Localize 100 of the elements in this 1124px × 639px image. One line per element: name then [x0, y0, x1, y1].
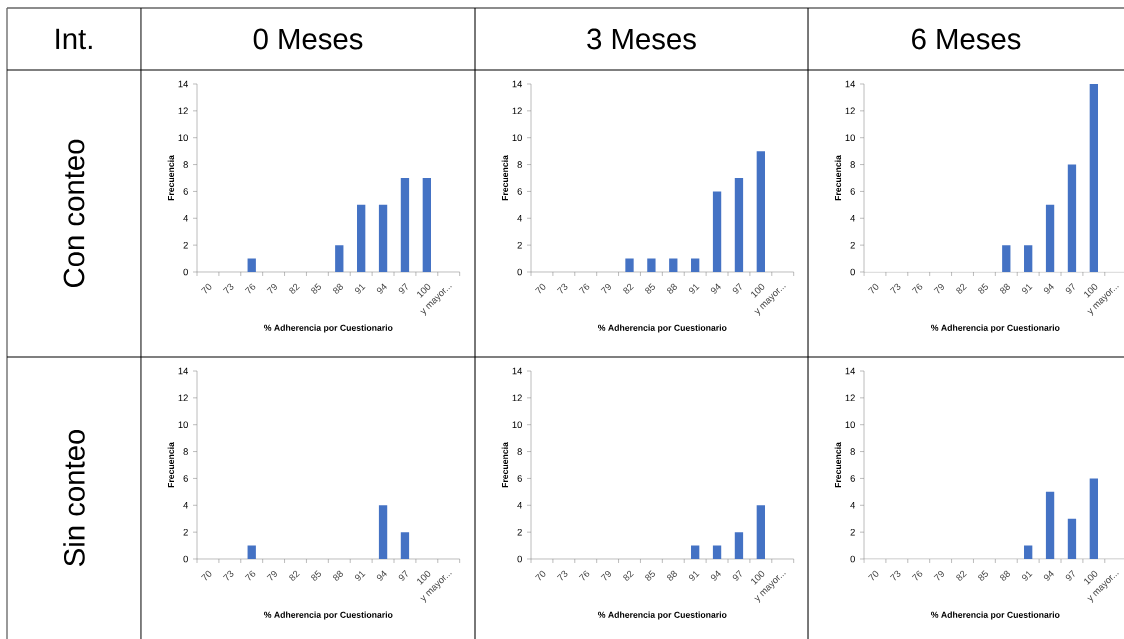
- y-tick-label: 8: [183, 448, 188, 455]
- x-tick-label: 91: [1021, 571, 1033, 581]
- x-axis-title: % Adherencia por Cuestionario: [264, 611, 393, 620]
- y-tick-label: 10: [512, 134, 522, 142]
- y-tick-label: 2: [850, 241, 855, 249]
- y-tick-label: 10: [845, 421, 855, 429]
- x-tick-label: 97: [1065, 570, 1075, 581]
- y-tick-label: 2: [850, 528, 855, 536]
- y-tick-label: 0: [183, 268, 188, 276]
- y-tick-label: 2: [517, 528, 522, 536]
- y-tick-label: 4: [850, 215, 856, 222]
- y-tick-label: 4: [517, 502, 523, 509]
- x-axis-title: % Adherencia por Cuestionario: [931, 324, 1060, 333]
- y-axis-title: Frecuencia: [501, 155, 509, 201]
- x-tick-label: 85: [645, 570, 655, 581]
- x-tick-label: 73: [222, 570, 234, 581]
- y-tick-label: 10: [512, 421, 522, 429]
- bar: [357, 204, 366, 272]
- y-tick-label: 14: [512, 367, 523, 375]
- y-tick-label: 2: [183, 528, 188, 536]
- x-tick-label: 82: [623, 283, 634, 294]
- y-tick-label: 4: [850, 502, 856, 509]
- bar: [712, 191, 722, 272]
- y-tick-label: 10: [845, 134, 855, 142]
- x-tick-label: 79: [266, 283, 277, 294]
- x-tick-label: 70: [868, 283, 879, 294]
- bar: [1089, 84, 1098, 272]
- x-tick-label: 85: [311, 283, 321, 294]
- bar: [400, 177, 410, 272]
- bar: [647, 258, 656, 272]
- y-tick-label: 6: [183, 188, 188, 195]
- y-tick-label: 4: [517, 215, 523, 222]
- bar: [247, 545, 256, 559]
- x-tick-label: 70: [535, 283, 546, 294]
- x-tick-label: 73: [556, 570, 568, 581]
- x-tick-label: 97: [732, 283, 742, 294]
- x-tick-label: 88: [667, 283, 677, 294]
- bar: [1024, 545, 1033, 559]
- y-tick-label: 6: [850, 475, 855, 482]
- x-tick-label: 79: [266, 570, 277, 581]
- bar: [734, 532, 744, 559]
- x-tick-label: 85: [645, 283, 655, 294]
- y-axis-title: Frecuencia: [167, 155, 175, 201]
- bar: [734, 177, 744, 272]
- text: Sin conteo: [63, 429, 85, 566]
- y-tick-label: 10: [178, 134, 188, 142]
- x-tick-label: 82: [623, 570, 634, 581]
- text: Int.: [56, 28, 92, 50]
- x-tick-label: 82: [956, 283, 967, 294]
- x-tick-label: 76: [244, 283, 256, 294]
- x-tick-label: 70: [535, 570, 546, 581]
- y-tick-label: 8: [850, 161, 855, 168]
- y-tick-label: 0: [517, 268, 522, 276]
- y-tick-label: 8: [517, 161, 522, 168]
- y-tick-label: 14: [178, 367, 189, 375]
- x-tick-label: 79: [933, 283, 944, 294]
- bar: [1067, 518, 1077, 559]
- y-axis-title: Frecuencia: [834, 442, 842, 488]
- x-tick-label: 94: [710, 570, 721, 581]
- x-tick-label: 70: [201, 570, 212, 581]
- x-axis-title: % Adherencia por Cuestionario: [598, 611, 727, 620]
- y-axis-title: Frecuencia: [834, 155, 842, 201]
- x-axis-title: % Adherencia por Cuestionario: [931, 611, 1060, 620]
- x-tick-label: 76: [911, 283, 923, 294]
- y-tick-label: 0: [850, 268, 855, 276]
- y-tick-label: 6: [517, 475, 522, 482]
- bar: [247, 258, 256, 272]
- bar: [691, 545, 700, 559]
- y-tick-label: 14: [512, 80, 523, 88]
- bar: [422, 177, 431, 272]
- y-tick-label: 6: [183, 475, 188, 482]
- x-tick-label: 85: [311, 570, 321, 581]
- x-tick-label: 94: [710, 283, 721, 294]
- y-tick-label: 12: [512, 394, 522, 402]
- y-tick-label: 14: [845, 367, 856, 375]
- x-tick-label: 76: [578, 283, 590, 294]
- text: 6 Meses: [912, 28, 1021, 50]
- y-tick-label: 10: [178, 421, 188, 429]
- text: 0 Meses: [253, 28, 363, 50]
- x-tick-label: 76: [578, 570, 590, 581]
- x-tick-label: 82: [289, 283, 300, 294]
- x-tick-label: 76: [244, 570, 256, 581]
- x-tick-label: 70: [868, 570, 879, 581]
- y-tick-label: 2: [183, 241, 188, 249]
- text: Con conteo: [63, 139, 85, 288]
- x-tick-label: 88: [667, 570, 677, 581]
- x-tick-label: 97: [732, 570, 742, 581]
- y-tick-label: 4: [183, 502, 189, 509]
- bar: [691, 258, 700, 272]
- y-tick-label: 12: [845, 107, 855, 115]
- y-tick-label: 4: [183, 215, 189, 222]
- y-tick-label: 0: [850, 555, 855, 563]
- bar: [1002, 245, 1011, 272]
- bar: [378, 204, 388, 272]
- y-tick-label: 12: [845, 394, 855, 402]
- x-tick-label: 94: [376, 570, 387, 581]
- y-tick-label: 6: [850, 188, 855, 195]
- x-tick-label: 79: [600, 570, 611, 581]
- x-axis-title: % Adherencia por Cuestionario: [264, 324, 393, 333]
- bar: [1045, 491, 1055, 559]
